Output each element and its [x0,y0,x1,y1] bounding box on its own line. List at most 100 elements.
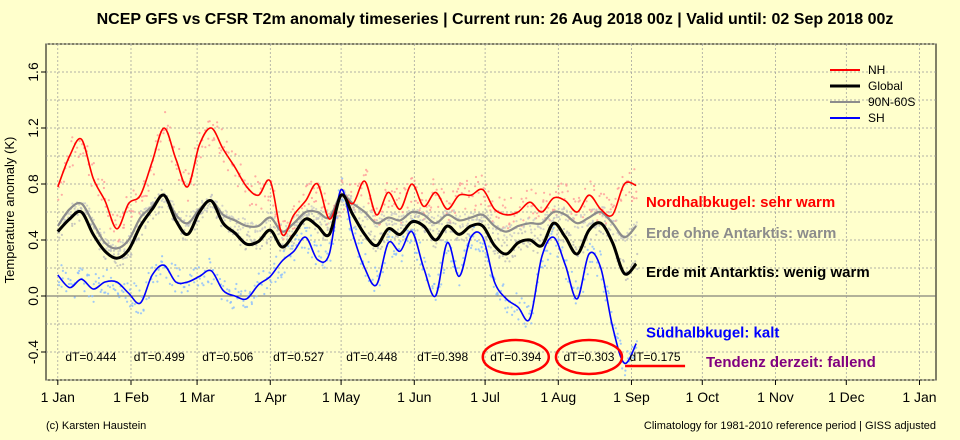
daily-point [350,204,353,207]
daily-point [257,272,260,275]
daily-point [124,296,127,299]
daily-point [112,287,115,290]
daily-point [610,310,613,314]
daily-point [514,254,517,258]
daily-point [513,231,516,235]
daily-point [280,276,283,279]
daily-point [458,184,461,187]
daily-point [250,240,253,243]
daily-point [307,213,310,216]
daily-point [386,233,389,236]
daily-point [366,218,369,221]
legend-label: SH [868,111,885,125]
daily-point [375,219,378,222]
daily-point [416,258,419,261]
daily-point [343,208,346,211]
daily-point [315,207,318,211]
daily-point [109,276,113,279]
daily-point [71,164,74,167]
daily-point [434,298,437,301]
y-axis-label: Temperature anomaly (K) [2,137,17,284]
daily-point [484,237,488,240]
daily-point [386,239,389,242]
daily-point [572,240,575,243]
daily-point [481,242,484,245]
daily-point [445,252,448,255]
daily-point [444,209,447,212]
daily-point [87,173,90,177]
daily-point [582,251,585,254]
daily-point [102,275,105,278]
daily-point [282,238,285,241]
annotations: Nordhalbkugel: sehr warm Erde ohne Antark… [646,194,876,371]
daily-point [595,224,598,227]
daily-point [634,234,637,237]
daily-point [402,235,405,238]
daily-point [446,221,449,224]
daily-point [319,215,322,218]
daily-point [117,240,120,243]
daily-point [300,232,303,235]
daily-point [415,251,418,255]
daily-point [416,209,419,212]
daily-point [165,276,168,279]
daily-point [128,288,132,291]
daily-point [254,175,257,178]
daily-point [530,231,533,234]
daily-point [619,339,622,342]
daily-point [512,220,515,223]
daily-point [192,268,195,271]
daily-point [413,179,416,182]
daily-point [313,244,316,247]
daily-point [161,206,164,209]
daily-point [452,221,455,224]
daily-point [185,214,188,217]
daily-point [532,219,535,222]
daily-point [86,204,89,207]
daily-point [60,264,63,267]
daily-point [286,233,289,236]
daily-point [312,215,315,218]
y-tick-label: 0.8 [25,174,41,194]
daily-point [193,147,196,150]
daily-point [357,242,360,245]
daily-point [593,208,596,211]
daily-point [73,296,76,299]
daily-point [88,207,91,210]
daily-point [452,265,455,268]
daily-point [193,281,196,284]
daily-point [157,268,160,271]
daily-point [310,180,313,183]
daily-point [283,219,286,223]
daily-point [364,173,367,176]
daily-point [420,192,424,195]
x-tick-label: 1 Nov [757,389,794,405]
daily-point [465,236,468,239]
daily-point [215,200,218,204]
daily-point [397,242,401,245]
daily-point [474,175,478,179]
daily-point [421,219,424,222]
daily-point [569,210,572,213]
daily-point [527,241,530,244]
daily-point [423,256,426,259]
daily-point [427,221,431,225]
daily-point [502,283,505,286]
daily-point [449,230,452,233]
daily-point [294,238,297,241]
daily-point [436,227,439,231]
daily-point [60,181,63,184]
daily-point [592,247,596,250]
daily-point [478,220,481,223]
daily-point [631,195,634,198]
x-tick-label: 1 Jan [902,389,936,405]
daily-point [77,155,80,159]
daily-point [588,208,591,211]
daily-point [57,281,61,284]
daily-point [607,292,610,295]
daily-point [81,268,84,271]
daily-point [220,225,223,228]
daily-point [112,230,116,233]
daily-point [399,226,402,230]
daily-point [311,208,314,211]
